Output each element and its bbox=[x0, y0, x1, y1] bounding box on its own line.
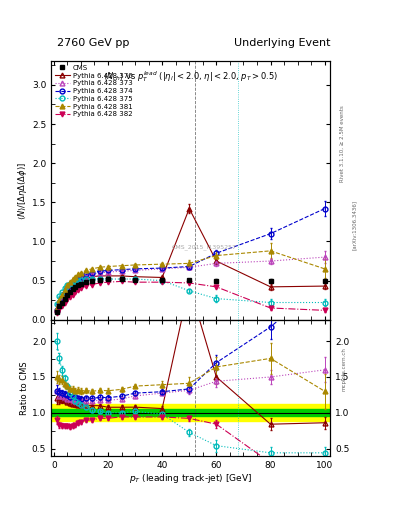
Text: Rivet 3.1.10, ≥ 2.5M events: Rivet 3.1.10, ≥ 2.5M events bbox=[340, 105, 345, 182]
Y-axis label: $\langle N\rangle/[\Delta\eta\Delta(\Delta\phi)]$: $\langle N\rangle/[\Delta\eta\Delta(\Del… bbox=[16, 162, 29, 220]
Text: mcplots.cern.ch: mcplots.cern.ch bbox=[341, 347, 346, 391]
Text: CMS_2015_I1395257: CMS_2015_I1395257 bbox=[172, 245, 237, 250]
Text: Underlying Event: Underlying Event bbox=[233, 37, 330, 48]
Bar bbox=[51, 404, 330, 421]
Text: 2760 GeV pp: 2760 GeV pp bbox=[57, 37, 129, 48]
Text: [arXiv:1306.3436]: [arXiv:1306.3436] bbox=[352, 200, 357, 250]
X-axis label: $p_T$ (leading track-jet) [GeV]: $p_T$ (leading track-jet) [GeV] bbox=[129, 472, 252, 485]
Text: $\langle N_{ch}\rangle$ vs $p_T^{lead}$ ($|\eta_l|<2.0$, $\eta|<2.0$, $p_T>0.5$): $\langle N_{ch}\rangle$ vs $p_T^{lead}$ … bbox=[103, 69, 278, 84]
Y-axis label: Ratio to CMS: Ratio to CMS bbox=[20, 361, 29, 415]
Legend: CMS, Pythia 6.428 370, Pythia 6.428 373, Pythia 6.428 374, Pythia 6.428 375, Pyt: CMS, Pythia 6.428 370, Pythia 6.428 373,… bbox=[53, 63, 134, 119]
Bar bbox=[51, 409, 330, 416]
